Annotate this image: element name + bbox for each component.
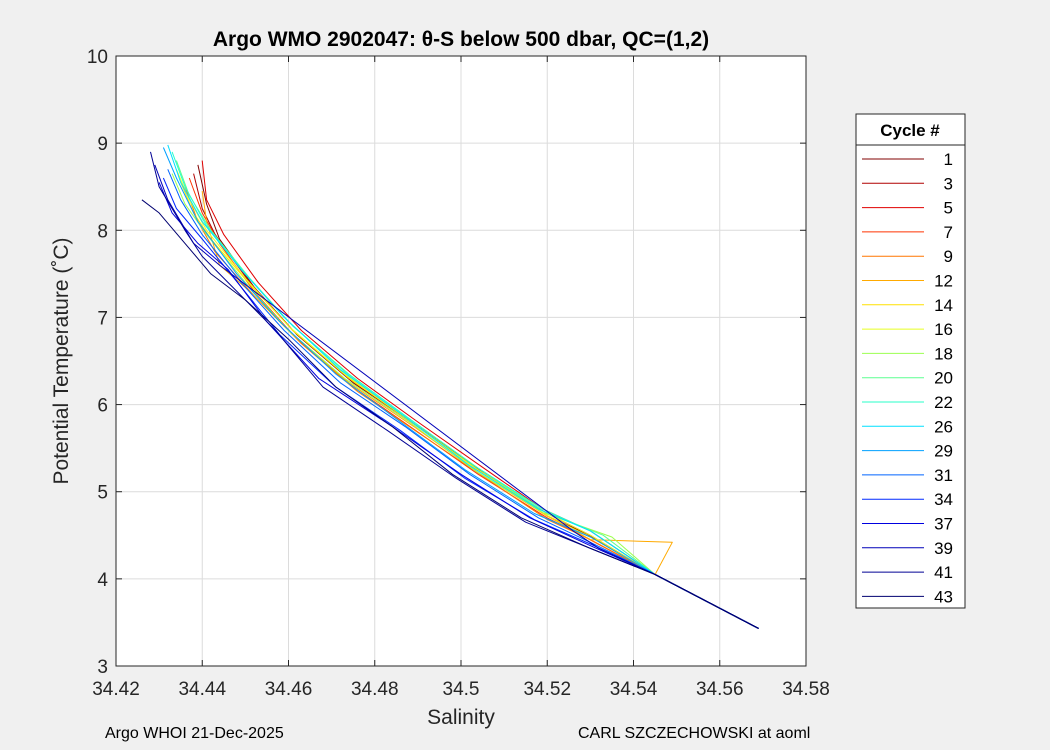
legend: Cycle # 1 3 5 7 9 12 14 16 18 20 22 26 29 31 34 37 39 41 4…: [855, 113, 966, 609]
legend-label-cycle-37: 37: [934, 515, 953, 534]
x-tick-label: 34.5: [443, 679, 480, 700]
footer-right-text: CARL SZCZECHOWSKI at aoml: [578, 725, 811, 742]
axis-ticks: 34.42 34.44 34.46 34.48 34.5 34.52 34.54 34.56 3…: [87, 47, 830, 700]
x-tick-label: 34.56: [696, 679, 744, 700]
series-line-cycle-37: [158, 182, 759, 629]
x-tick-label: 34.44: [178, 679, 226, 700]
legend-label-cycle-39: 39: [934, 539, 953, 558]
y-tick-label: 6: [97, 396, 108, 417]
series-lines: [141, 144, 759, 629]
legend-label-cycle-12: 12: [934, 272, 953, 291]
y-axis-label: Potential Temperature (˚C): [50, 237, 73, 484]
y-tick-label: 5: [97, 483, 108, 504]
x-tick-label: 34.46: [265, 679, 313, 700]
series-line-cycle-29: [162, 147, 759, 629]
series-line-cycle-43: [141, 199, 759, 629]
series-line-cycle-16: [175, 169, 759, 629]
y-tick-label: 9: [97, 134, 108, 155]
legend-title: Cycle #: [880, 121, 940, 140]
legend-label-cycle-26: 26: [934, 417, 953, 436]
legend-label-cycle-1: 1: [944, 150, 953, 169]
y-tick-label: 7: [97, 308, 108, 329]
legend-label-cycle-43: 43: [934, 587, 953, 606]
chart-title: Argo WMO 2902047: θ-S below 500 dbar, QC…: [213, 28, 709, 51]
y-tick-label: 10: [87, 47, 108, 68]
legend-label-cycle-5: 5: [944, 199, 953, 218]
legend-box: [855, 113, 966, 609]
legend-label-cycle-16: 16: [934, 320, 953, 339]
legend-label-cycle-9: 9: [944, 247, 953, 266]
x-tick-label: 34.42: [92, 679, 140, 700]
legend-entries: 1 3 5 7 9 12 14 16 18 20 22 26 29 31 34 37 39 41 43: [862, 150, 953, 606]
legend-label-cycle-34: 34: [934, 490, 953, 509]
legend-label-cycle-3: 3: [944, 174, 953, 193]
legend-label-cycle-22: 22: [934, 393, 953, 412]
series-line-cycle-39: [154, 164, 759, 629]
legend-label-cycle-18: 18: [934, 344, 953, 363]
x-tick-label: 34.48: [351, 679, 399, 700]
y-tick-label: 4: [97, 570, 108, 591]
x-axis-label: Salinity: [427, 706, 495, 729]
legend-label-cycle-14: 14: [934, 296, 953, 315]
x-tick-label: 34.52: [523, 679, 571, 700]
x-tick-label: 34.58: [782, 679, 830, 700]
series-line-cycle-26: [167, 144, 759, 629]
legend-label-cycle-7: 7: [944, 223, 953, 242]
legend-label-cycle-41: 41: [934, 563, 953, 582]
series-line-cycle-31: [167, 169, 759, 629]
legend-label-cycle-20: 20: [934, 369, 953, 388]
footer-left-text: Argo WHOI 21-Dec-2025: [105, 725, 284, 742]
x-tick-label: 34.54: [610, 679, 658, 700]
legend-label-cycle-31: 31: [934, 466, 953, 485]
legend-label-cycle-29: 29: [934, 442, 953, 461]
y-tick-label: 3: [97, 657, 108, 678]
series-line-cycle-18: [171, 173, 759, 629]
y-tick-label: 8: [97, 221, 108, 242]
